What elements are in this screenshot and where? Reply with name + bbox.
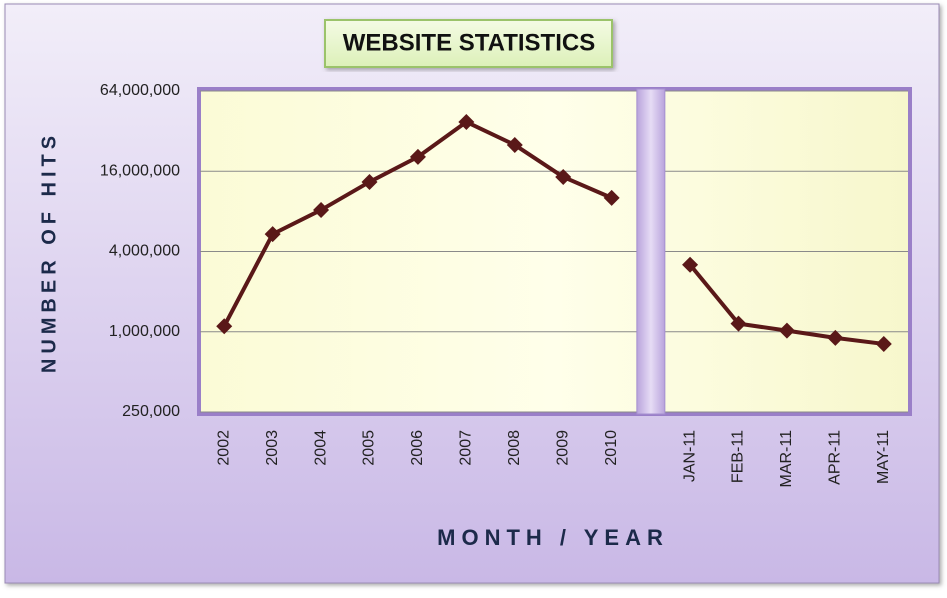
data-point xyxy=(506,136,523,153)
x-tick-label: MAR-11 xyxy=(778,430,795,488)
data-point xyxy=(313,201,330,218)
x-tick-label: 2005 xyxy=(361,430,378,466)
data-point xyxy=(827,329,844,346)
x-tick-label: 2010 xyxy=(603,430,620,466)
chart-title: WEBSITE STATISTICS xyxy=(343,29,595,56)
data-point xyxy=(361,173,378,190)
y-axis-title: NUMBER OF HITS xyxy=(38,131,60,373)
data-point xyxy=(555,168,572,185)
x-tick-label: 2007 xyxy=(458,430,475,466)
title-box xyxy=(324,19,613,68)
x-tick-label: 2004 xyxy=(312,430,329,466)
y-tick-label: 1,000,000 xyxy=(109,323,180,340)
axis-break xyxy=(636,88,666,415)
data-point xyxy=(778,322,795,339)
data-point xyxy=(682,256,699,273)
data-point xyxy=(458,113,475,130)
x-tick-label: 2003 xyxy=(264,430,281,466)
data-point xyxy=(603,189,620,206)
x-axis-title: MONTH / YEAR xyxy=(437,525,669,550)
y-tick-label: 16,000,000 xyxy=(100,162,180,179)
x-tick-label: JAN-11 xyxy=(681,430,698,482)
y-tick-label: 64,000,000 xyxy=(100,82,180,99)
data-point xyxy=(409,148,426,165)
data-point xyxy=(264,226,281,243)
data-point xyxy=(875,335,892,352)
y-tick-label: 4,000,000 xyxy=(109,243,180,260)
data-point xyxy=(216,318,233,335)
x-tick-label: MAY-11 xyxy=(875,430,892,484)
y-tick-label: 250,000 xyxy=(122,403,180,420)
data-point xyxy=(730,315,747,332)
x-tick-label: 2006 xyxy=(409,430,426,466)
x-tick-label: 2009 xyxy=(554,430,571,466)
x-tick-label: APR-11 xyxy=(827,430,844,485)
x-tick-label: 2002 xyxy=(215,430,232,466)
x-tick-label: FEB-11 xyxy=(730,430,747,483)
x-tick-label: 2008 xyxy=(506,430,523,466)
